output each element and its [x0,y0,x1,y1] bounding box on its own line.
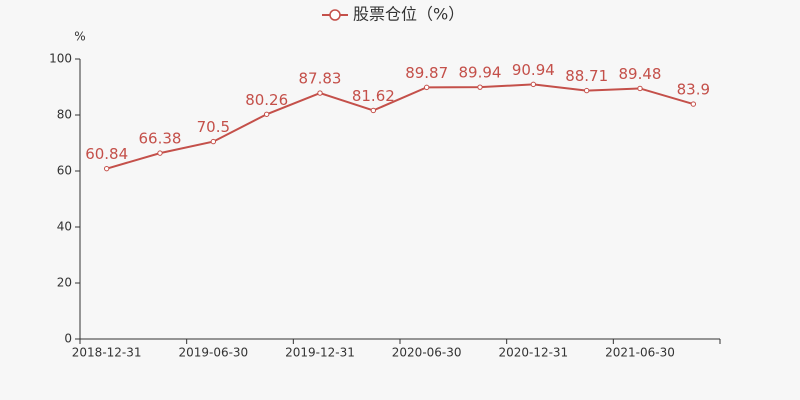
value-label: 83.9 [677,81,710,99]
point [690,101,697,107]
value-label: 66.38 [139,130,182,148]
y-tick-label: 60 [57,164,72,178]
y-tick-label: 100 [49,52,72,66]
point [263,111,270,117]
legend-text: 股票仓位（%） [353,5,464,24]
point [637,85,643,92]
point [530,81,537,88]
value-label: 88.71 [565,67,608,85]
y-tick-label: 80 [57,108,72,122]
series-line [106,83,694,170]
point [103,165,110,172]
x-tick-label: 2020-06-30 [392,346,462,360]
point [477,84,483,90]
value-label: 90.94 [512,61,555,79]
point [423,84,430,91]
y-tick-label: 40 [57,220,72,234]
y-tick-label: 20 [57,276,72,290]
x-tick-label: 2018-12-31 [72,346,142,360]
x-tick-label: 2021-06-30 [605,346,675,360]
point [210,138,217,145]
point [157,150,163,156]
value-label: 89.87 [405,64,448,82]
x-tick-label: 2020-12-31 [498,346,568,360]
y-tick-label: 0 [64,332,72,346]
x-tick-label: 2019-12-31 [285,346,355,360]
value-label: 70.5 [197,118,230,136]
point [317,90,323,96]
point [583,87,590,94]
value-label: 60.84 [85,145,128,163]
legend-icon-dot [329,9,341,21]
value-label: 81.62 [352,87,395,105]
value-label: 89.48 [619,65,662,83]
value-label: 87.83 [299,70,342,88]
value-label: 80.26 [245,91,288,109]
x-tick-label: 2019-06-30 [178,346,248,360]
value-label: 89.94 [459,64,502,82]
point [370,107,377,114]
y-axis-label: % [74,30,85,44]
